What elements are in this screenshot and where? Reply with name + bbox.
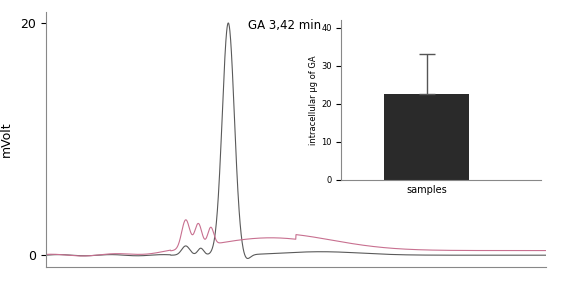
Bar: [384, 94, 469, 180]
Y-axis label: mVolt: mVolt: [0, 122, 13, 157]
Y-axis label: intracellular μg of GA: intracellular μg of GA: [310, 55, 318, 145]
Text: GA 3,42 min: GA 3,42 min: [248, 19, 321, 32]
